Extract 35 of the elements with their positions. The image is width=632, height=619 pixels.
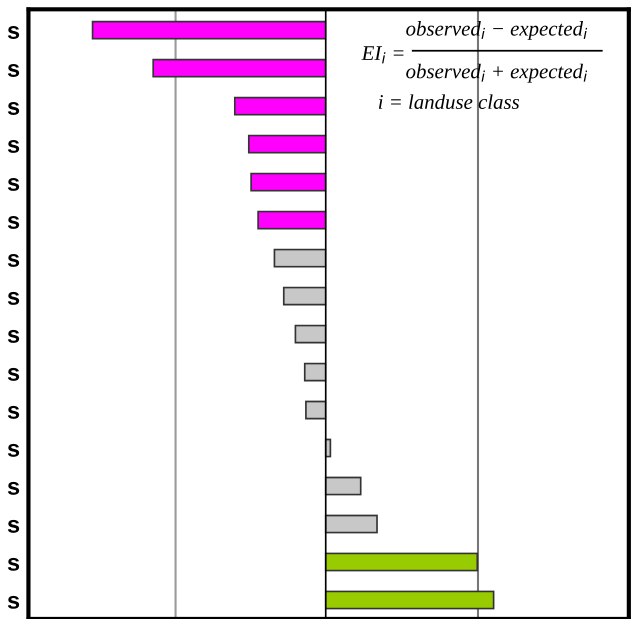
- bar: [324, 590, 494, 610]
- bar: [304, 362, 327, 382]
- bar: [294, 324, 327, 344]
- annotation: i = landuse class: [378, 94, 520, 110]
- bar: [324, 514, 378, 534]
- y-tick-label: s: [8, 292, 20, 305]
- bar: [92, 20, 327, 40]
- y-tick-label: s: [8, 26, 20, 39]
- y-tick-label: s: [8, 178, 20, 191]
- y-tick-label: s: [8, 216, 20, 229]
- bar: [248, 134, 327, 154]
- y-tick-label: s: [8, 596, 20, 609]
- bar: [282, 286, 327, 306]
- y-tick-label: s: [8, 406, 20, 419]
- bar: [152, 58, 327, 78]
- y-tick-label: s: [8, 368, 20, 381]
- y-tick-label: s: [8, 482, 20, 495]
- bar: [257, 210, 327, 230]
- annotation: observed$_{i}$ − expected$_{i}$: [406, 21, 588, 40]
- bar: [305, 400, 327, 420]
- y-tick-label: s: [8, 330, 20, 343]
- y-tick-label: s: [8, 254, 20, 267]
- y-tick-label: s: [8, 64, 20, 77]
- bar: [250, 172, 327, 192]
- y-tick-label: s: [8, 444, 20, 457]
- y-tick-label: s: [8, 558, 20, 571]
- bar: [324, 476, 362, 496]
- y-tick-label: s: [8, 102, 20, 115]
- y-tick-label: s: [8, 140, 20, 153]
- bar: [324, 552, 478, 572]
- annotation: EI$_{i}$ =: [361, 46, 404, 64]
- bar: [274, 248, 327, 268]
- bar: [234, 96, 327, 116]
- annotation: observed$_{i}$ + expected$_{i}$: [406, 64, 588, 83]
- y-tick-label: s: [8, 520, 20, 533]
